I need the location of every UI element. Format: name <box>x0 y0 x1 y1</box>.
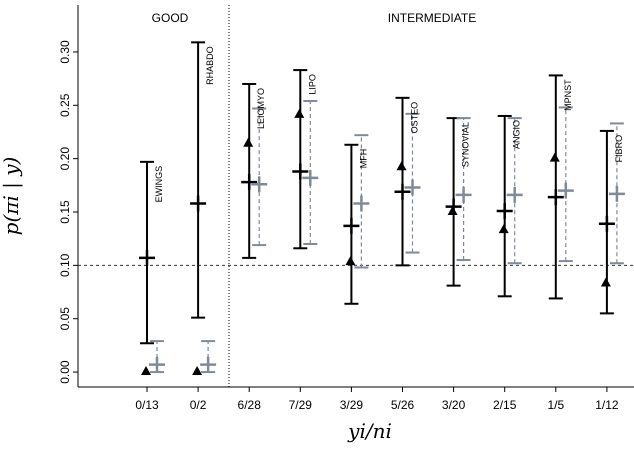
y-tick-label: 0.05 <box>58 307 72 331</box>
estimate-marker <box>251 176 268 193</box>
subtype-label: MPNST <box>563 79 573 111</box>
subtype-label: SYNOVIAL <box>461 122 471 167</box>
estimate-marker <box>343 217 360 234</box>
estimate-marker <box>292 163 309 180</box>
x-tick-label: 5/26 <box>391 398 415 412</box>
observed-marker <box>549 152 560 162</box>
subtype-label: FIBRO <box>614 135 624 163</box>
estimate-marker <box>496 202 513 219</box>
estimate-marker <box>557 182 574 199</box>
observed-marker <box>192 366 203 376</box>
y-tick-label: 0.10 <box>58 253 72 277</box>
subtype-label: EWINGS <box>154 166 164 203</box>
x-axis-label: yi/ni <box>347 419 392 443</box>
x-tick-label: 7/29 <box>289 398 313 412</box>
y-tick-label: 0.00 <box>58 360 72 384</box>
group-label: INTERMEDIATE <box>388 11 476 25</box>
estimate-marker <box>139 249 155 266</box>
y-tick-label: 0.15 <box>58 200 72 224</box>
x-tick-label: 1/12 <box>595 398 619 412</box>
observed-marker <box>447 206 458 216</box>
estimate-marker <box>200 356 217 373</box>
subtype-label: LIPO <box>307 74 317 95</box>
x-tick-label: 6/28 <box>238 398 262 412</box>
estimate-marker <box>455 186 472 203</box>
estimate-marker <box>598 215 615 232</box>
estimate-marker <box>302 169 319 186</box>
subtype-label: LEIOMYO <box>256 88 266 129</box>
observed-marker <box>243 137 254 147</box>
y-tick-label: 0.25 <box>58 93 72 117</box>
observed-marker <box>498 224 509 234</box>
estimate-marker <box>547 189 564 206</box>
subtype-label: RHABDO <box>205 46 215 85</box>
x-tick-label: 0/13 <box>135 398 159 412</box>
estimate-marker <box>353 195 370 212</box>
y-tick-label: 0.20 <box>58 147 72 171</box>
x-tick-label: 2/15 <box>493 398 517 412</box>
observed-marker <box>141 366 151 376</box>
observed-marker <box>396 161 407 171</box>
group-label: GOOD <box>152 11 189 25</box>
y-tick-label: 0.30 <box>58 40 72 64</box>
observed-marker <box>345 256 356 266</box>
subtype-label: OSTEO <box>410 102 420 134</box>
observed-marker <box>600 277 611 287</box>
estimate-marker <box>190 195 207 212</box>
x-tick-label: 0/2 <box>190 398 207 412</box>
estimate-marker <box>404 179 421 196</box>
estimate-marker <box>149 356 165 373</box>
estimate-marker <box>608 185 625 202</box>
estimate-marker <box>394 183 411 200</box>
observed-marker <box>294 108 305 118</box>
x-tick-label: 3/29 <box>340 398 364 412</box>
x-tick-label: 1/5 <box>547 398 564 412</box>
estimate-marker <box>241 174 258 191</box>
estimate-marker <box>506 186 523 203</box>
subtype-label: MFH <box>358 149 368 169</box>
x-tick-label: 3/20 <box>442 398 466 412</box>
subtype-label: ANGIO <box>512 120 522 149</box>
y-axis-label: p(πi | y) <box>0 157 24 236</box>
